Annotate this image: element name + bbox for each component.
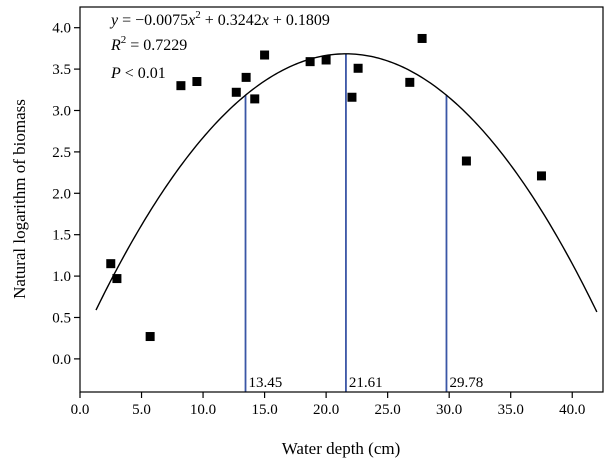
- data-point: [305, 57, 315, 67]
- data-point: [145, 332, 155, 342]
- x-tick-label: 30.0: [436, 402, 462, 418]
- y-tick-label: 2.5: [52, 145, 71, 161]
- data-point: [192, 77, 202, 87]
- data-point: [417, 33, 427, 43]
- x-tick-label: 25.0: [375, 402, 401, 418]
- y-tick-label: 0.0: [52, 352, 71, 368]
- x-tick-label: 15.0: [251, 402, 277, 418]
- data-point: [347, 92, 357, 102]
- data-point: [176, 81, 186, 91]
- data-point: [250, 94, 260, 104]
- equation-x2: x: [261, 12, 269, 29]
- reference-lines: 13.45 21.61 29.78: [244, 53, 483, 392]
- x-tick-label: 20.0: [313, 402, 339, 418]
- x-tick-label: 10.0: [190, 402, 216, 418]
- data-point: [536, 171, 546, 181]
- equation-square: 2: [195, 9, 201, 21]
- y-tick-label: 3.0: [52, 103, 71, 119]
- fit-layer: [95, 53, 598, 313]
- data-point: [353, 63, 363, 73]
- reference-line-label: 13.45: [249, 375, 283, 391]
- y-axis-title: Natural logarithm of biomass: [10, 99, 29, 299]
- p-value-label: P < 0.01: [110, 65, 166, 82]
- reference-line-label: 21.61: [349, 375, 383, 391]
- y-tick-label: 1.0: [52, 269, 71, 285]
- regression-equation: y = −0.0075x2 + 0.3242x + 0.1809: [109, 9, 330, 29]
- x-tick-label: 5.0: [132, 402, 151, 418]
- r-symbol: R: [110, 37, 121, 54]
- reference-line-label: 29.78: [449, 375, 483, 391]
- y-tick-label: 4.0: [52, 21, 71, 37]
- data-points: [106, 33, 546, 342]
- y-tick-label: 1.5: [52, 228, 71, 244]
- data-point: [106, 259, 116, 269]
- data-point: [231, 87, 241, 97]
- equation-coef-b: + 0.3242: [201, 12, 262, 29]
- y-tick-label: 3.5: [52, 62, 71, 78]
- equation-coef-a: = −0.0075: [118, 12, 188, 29]
- fit-curve: [95, 53, 598, 313]
- x-axis-title: Water depth (cm): [282, 439, 401, 458]
- data-point: [112, 274, 122, 284]
- r-squared-label: R2 = 0.7229: [110, 34, 187, 54]
- equation-y: y: [109, 12, 119, 29]
- axes: [79, 6, 604, 393]
- data-point: [260, 50, 270, 60]
- p-symbol: P: [110, 65, 121, 82]
- data-point: [461, 156, 471, 166]
- ticks: 0.0 5.0 10.0 15.0 20.0 25.0 30.0 35.0 40.0 0.0 0.5…: [52, 21, 585, 418]
- data-point: [321, 55, 331, 65]
- r-squared-value: = 0.7229: [126, 37, 187, 54]
- x-tick-label: 35.0: [498, 402, 524, 418]
- y-tick-label: 2.0: [52, 186, 71, 202]
- p-value: < 0.01: [121, 65, 166, 82]
- plot-frame: [79, 6, 604, 393]
- x-tick-label: 40.0: [559, 402, 585, 418]
- r-square: 2: [121, 34, 127, 46]
- y-tick-label: 0.5: [52, 310, 71, 326]
- x-tick-label: 0.0: [71, 402, 90, 418]
- equation-x1: x: [187, 12, 195, 29]
- equation-coef-c: + 0.1809: [269, 12, 330, 29]
- data-point: [241, 72, 251, 82]
- data-point: [405, 77, 415, 87]
